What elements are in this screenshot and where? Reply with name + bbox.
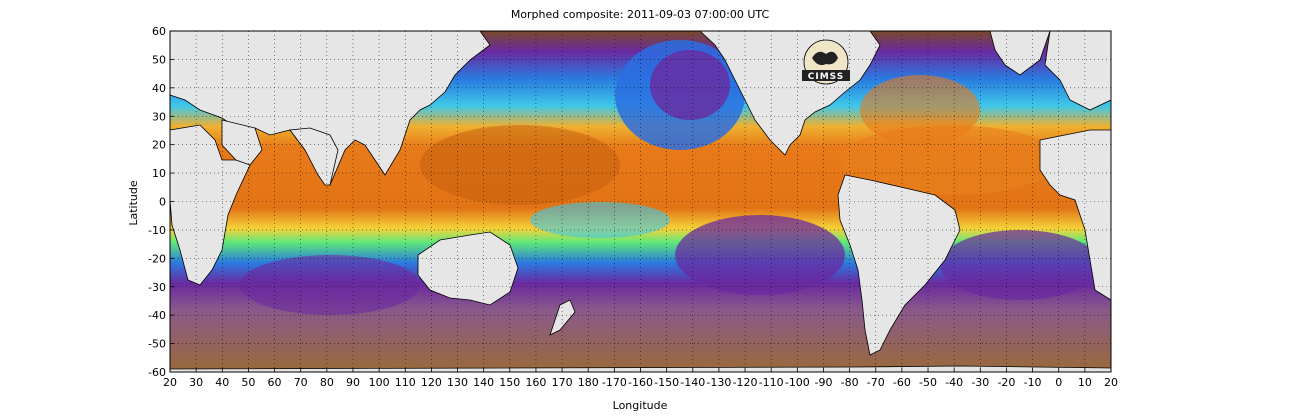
x-tick-label: 20 — [163, 376, 177, 389]
y-axis: 60 50 40 30 20 10 0 -10 -20 -30 -40 -50 -60 — [148, 25, 174, 379]
europe-land — [1044, 31, 1111, 111]
x-tick-label: -40 — [945, 376, 963, 389]
map-title: Morphed composite: 2011-09-03 07:00:00 U… — [511, 8, 770, 21]
x-tick-label: 20 — [1104, 376, 1118, 389]
north-atlantic-moist — [860, 75, 980, 145]
warm-pool-moist-core — [420, 125, 620, 205]
x-tick-label: -30 — [971, 376, 989, 389]
x-tick-label: -110 — [759, 376, 784, 389]
cimss-logo-text: CIMSS — [808, 72, 844, 82]
y-tick-label: -40 — [148, 309, 166, 322]
arabia-land — [221, 119, 263, 166]
x-axis-title: Longitude — [613, 399, 668, 412]
x-tick-label: 80 — [320, 376, 334, 389]
x-axis: 20 30 40 50 60 70 80 90 100 110 120 130 140 150 160 170… — [163, 368, 1118, 389]
new-zealand-land — [549, 299, 576, 336]
x-tick-label: -10 — [1024, 376, 1042, 389]
x-tick-label: 60 — [268, 376, 282, 389]
atlantic-moist-band — [840, 125, 1060, 195]
x-tick-label: 120 — [421, 376, 442, 389]
greenland-land — [989, 31, 1051, 76]
x-tick-label: 10 — [1078, 376, 1092, 389]
x-tick-label: -160 — [628, 376, 653, 389]
y-axis-title: Latitude — [127, 180, 140, 226]
x-tick-label: -170 — [602, 376, 627, 389]
graticule — [170, 31, 1111, 372]
cimss-logo: CIMSS — [802, 39, 850, 85]
north-pacific-dry-core — [650, 50, 730, 120]
y-tick-label: -50 — [148, 338, 166, 351]
x-tick-label: 110 — [395, 376, 416, 389]
x-tick-label: 70 — [294, 376, 308, 389]
y-tick-label: 0 — [159, 196, 166, 209]
y-tick-label: 60 — [152, 25, 166, 38]
x-tick-label: -20 — [997, 376, 1015, 389]
x-tick-label: -150 — [654, 376, 679, 389]
south-pacific-convergence — [530, 202, 670, 238]
y-tick-label: 40 — [152, 82, 166, 95]
x-tick-label: 150 — [499, 376, 520, 389]
x-tick-label: 30 — [189, 376, 203, 389]
indian-ocean-dry-patch — [240, 255, 420, 315]
southeast-pacific-dry-patch — [675, 215, 845, 295]
y-tick-label: -10 — [148, 224, 166, 237]
land-masses — [170, 31, 1111, 372]
x-tick-label: 50 — [241, 376, 255, 389]
x-tick-label: -130 — [706, 376, 731, 389]
x-tick-label: -80 — [841, 376, 859, 389]
y-tick-label: 20 — [152, 139, 166, 152]
x-tick-label: -60 — [893, 376, 911, 389]
y-tick-label: -60 — [148, 366, 166, 379]
x-tick-label: 40 — [215, 376, 229, 389]
x-tick-label: 90 — [346, 376, 360, 389]
x-tick-label: -100 — [785, 376, 810, 389]
india-land — [289, 127, 339, 186]
south-america-land — [837, 174, 961, 356]
x-tick-label: -90 — [814, 376, 832, 389]
y-tick-label: 30 — [152, 110, 166, 123]
x-tick-label: 170 — [552, 376, 573, 389]
x-tick-label: 140 — [473, 376, 494, 389]
x-tick-label: -50 — [919, 376, 937, 389]
south-atlantic-dry-patch — [940, 230, 1100, 300]
plot-area — [170, 31, 1111, 372]
x-tick-label: 100 — [369, 376, 390, 389]
x-tick-label: 160 — [525, 376, 546, 389]
x-tick-label: 0 — [1055, 376, 1062, 389]
y-tick-label: 10 — [152, 167, 166, 180]
x-tick-label: -140 — [680, 376, 705, 389]
x-tick-label: 180 — [578, 376, 599, 389]
x-tick-label: -120 — [733, 376, 758, 389]
africa-land — [170, 124, 251, 286]
moisture-patches — [240, 40, 1100, 315]
y-tick-label: 50 — [152, 53, 166, 66]
y-tick-label: -20 — [148, 252, 166, 265]
x-tick-label: -70 — [867, 376, 885, 389]
west-africa-land — [1039, 129, 1111, 301]
x-tick-label: 130 — [447, 376, 468, 389]
y-tick-label: -30 — [148, 281, 166, 294]
